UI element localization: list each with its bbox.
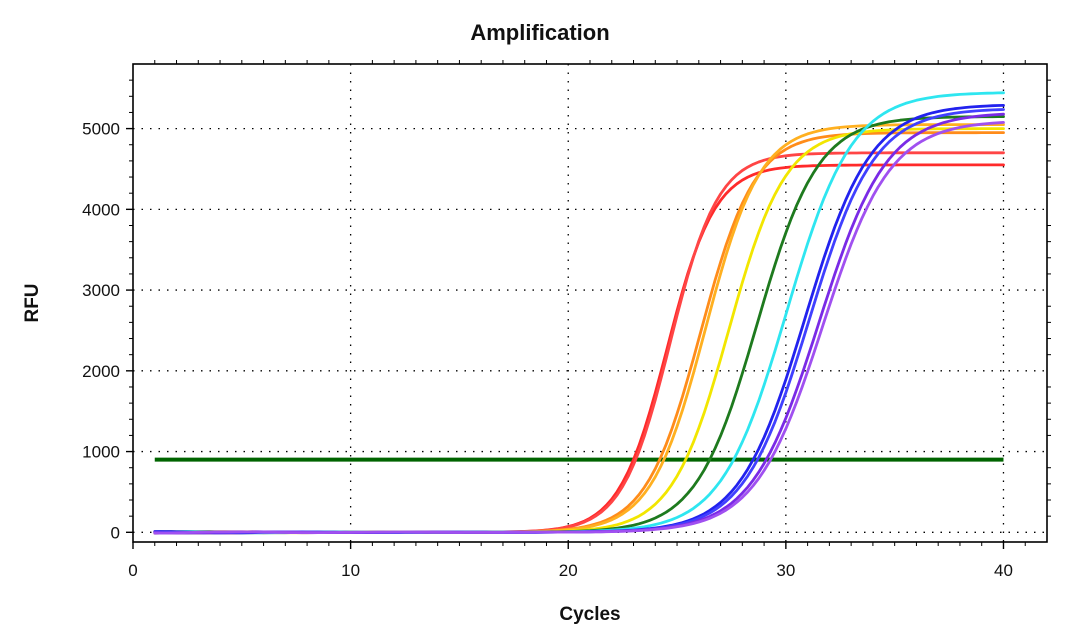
y-tick-label: 0: [111, 523, 120, 542]
y-tick-label: 3000: [82, 281, 120, 300]
x-axis-label: Cycles: [559, 604, 620, 625]
x-tick-label: 10: [341, 561, 360, 580]
series-line: [153, 121, 1005, 535]
y-axis-ticks: 0 1000 2000 3000 4000 5000: [82, 79, 1051, 542]
chart-title: Amplification: [470, 20, 609, 45]
grid-lines: [133, 64, 1047, 542]
x-tick-label: 40: [994, 561, 1013, 580]
plot-frame: [132, 63, 1048, 543]
y-tick-label: 4000: [82, 200, 120, 219]
y-tick-label: 5000: [82, 120, 120, 139]
x-tick-label: 0: [128, 561, 137, 580]
y-axis-label: RFU: [22, 283, 43, 322]
x-tick-label: 20: [559, 561, 578, 580]
y-tick-label: 1000: [82, 443, 120, 462]
series-group: [153, 91, 1005, 535]
x-tick-label: 30: [776, 561, 795, 580]
y-tick-label: 2000: [82, 362, 120, 381]
